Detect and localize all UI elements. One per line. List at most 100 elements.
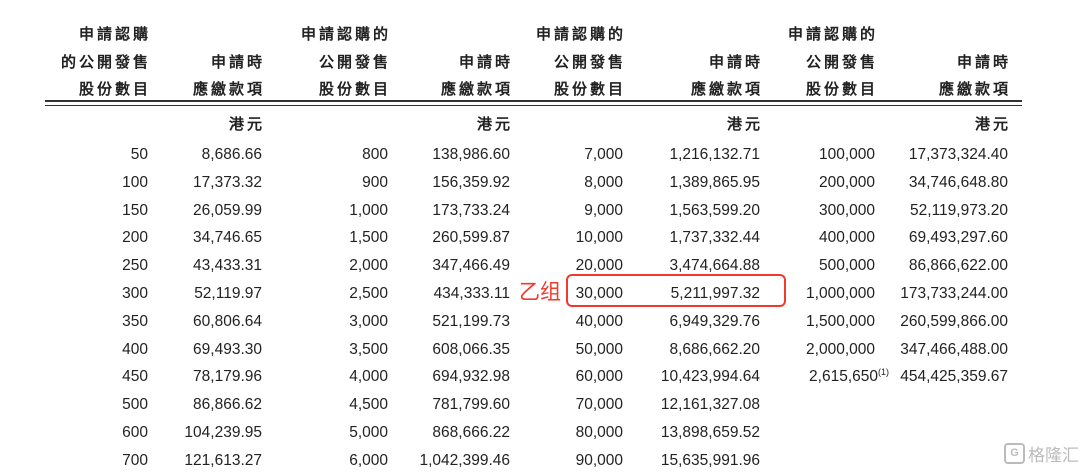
- amount-cell: 5,211,997.32: [670, 284, 760, 302]
- shares-cell: 300,000: [806, 197, 875, 225]
- shares-value: 3,000: [349, 312, 388, 330]
- amount-cell: 173,733.24: [432, 201, 510, 219]
- header-line: [441, 21, 513, 49]
- shares-value: 200,000: [818, 173, 875, 191]
- header-line: 應繳款項: [690, 81, 763, 98]
- header-line: 的公開發售: [60, 53, 151, 71]
- amount-header: 申請時 應繳款項: [691, 21, 763, 104]
- amount-cell: 69,493,297.60: [908, 229, 1008, 247]
- header-line: 申請認購的: [535, 26, 626, 43]
- amount-cell: 434,333.11: [433, 284, 510, 302]
- shares-value: 7,000: [584, 146, 623, 163]
- shares-cell: 6,000: [349, 447, 388, 475]
- shares-cell: 20,000: [576, 252, 623, 280]
- shares-value: 50,000: [575, 340, 623, 358]
- amount-cell: 52,119.97: [194, 284, 262, 302]
- shares-column: 800 900 1,000 1,500 2,000 2,500 3,000 3,500 4,00…: [349, 141, 388, 475]
- amount-cell: 34,746,648.80: [908, 173, 1008, 191]
- shares-value: 20,000: [575, 257, 623, 275]
- amount-cell: 10,423,994.64: [660, 368, 760, 386]
- shares-cell: 350: [122, 308, 148, 336]
- amount-cell: 260,599.87: [432, 229, 510, 247]
- shares-value: 400: [122, 340, 148, 358]
- shares-cell: 5,000: [349, 419, 388, 447]
- amount-column: 17,373,324.40 34,746,648.80 52,119,973.20 6…: [900, 141, 1008, 391]
- shares-value: 900: [362, 173, 388, 191]
- amount-cell: 8,686.66: [201, 146, 262, 163]
- amount-cell: 86,866,622.00: [908, 257, 1008, 275]
- shares-cell: 450: [122, 363, 148, 391]
- header-line: 股份數目: [318, 81, 391, 98]
- shares-cell: 150: [122, 197, 148, 225]
- amount-header: 申請時 應繳款項: [441, 21, 513, 104]
- shares-cell: 2,500: [349, 280, 388, 308]
- shares-value: 2,000: [349, 257, 388, 275]
- shares-cell: 90,000: [576, 447, 623, 475]
- shares-cell: 4,500: [349, 391, 388, 419]
- amount-cell: 17,373,324.40: [908, 146, 1008, 163]
- watermark-text: 格隆汇: [1028, 446, 1079, 465]
- header-double-rule: [45, 100, 1022, 106]
- shares-value: 2,500: [349, 284, 388, 302]
- header-line: 申請時: [210, 53, 265, 71]
- shares-value: 400,000: [818, 229, 875, 247]
- shares-value: 250: [122, 257, 148, 275]
- shares-cell: 40,000: [576, 308, 623, 336]
- amount-cell: 121,613.27: [184, 451, 262, 469]
- shares-cell: 3,500: [349, 336, 388, 364]
- shares-value: 90,000: [575, 451, 623, 469]
- shares-cell: 300: [122, 280, 148, 308]
- amount-cell: 52,119,973.20: [910, 201, 1008, 219]
- shares-cell: 250: [122, 252, 148, 280]
- shares-value: 1,500,000: [806, 312, 875, 330]
- shares-header: 申請認購的公開發售股份數目: [301, 21, 391, 104]
- amount-cell: 156,359.92: [432, 173, 510, 191]
- shares-cell: 8,000: [576, 169, 623, 197]
- shares-value: 9,000: [584, 201, 623, 219]
- footnote-marker: (1): [878, 367, 889, 378]
- amount-cell: 104,239.95: [184, 423, 262, 441]
- shares-value: 6,000: [349, 451, 388, 469]
- unit-label: 港元: [476, 116, 513, 133]
- header-line: 公開發售: [553, 53, 626, 71]
- shares-cell: 9,000: [576, 197, 623, 225]
- shares-value: 800: [362, 146, 388, 163]
- amount-cell: 454,425,359.67: [900, 368, 1008, 386]
- amount-cell: 1,563,599.20: [669, 201, 760, 219]
- amount-column: 138,986.60 156,359.92 173,733.24 260,599.87…: [419, 141, 510, 475]
- shares-value: 5,000: [349, 423, 388, 441]
- header-line: 應繳款項: [192, 81, 265, 98]
- amount-cell: 43,433.31: [193, 257, 262, 275]
- header-line: 申請時: [458, 53, 513, 71]
- amount-cell: 60,806.64: [193, 312, 262, 330]
- shares-column: 100,000 200,000 300,000 400,000 500,000 1,000…: [806, 141, 889, 391]
- shares-value: 4,500: [349, 396, 388, 414]
- shares-cell: 4,000: [349, 363, 388, 391]
- shares-cell: 100: [122, 169, 148, 197]
- shares-cell: 800: [349, 141, 388, 169]
- amount-header: 申請時 應繳款項: [939, 21, 1011, 104]
- annotation-label: 乙组: [519, 281, 561, 304]
- shares-value: 2,615,650: [809, 368, 878, 386]
- shares-value: 80,000: [575, 423, 623, 441]
- unit-label: 港元: [974, 116, 1011, 133]
- amount-cell: 86,866.62: [193, 396, 262, 414]
- watermark: G 格隆汇: [1004, 441, 1079, 466]
- shares-column: 7,000 8,000 9,000 10,000 20,000 30,000 40,000 5…: [576, 141, 623, 475]
- shares-value: 30,000: [575, 284, 623, 302]
- amount-cell: 1,389,865.95: [669, 173, 760, 191]
- shares-value: 1,500: [349, 229, 388, 247]
- shares-value: 300,000: [818, 201, 875, 219]
- shares-value: 4,000: [349, 368, 388, 386]
- shares-value: 100,000: [818, 146, 875, 163]
- shares-cell: 200,000: [806, 169, 875, 197]
- shares-cell: 2,615,650(1): [806, 363, 889, 391]
- header-line: 申請認購: [78, 26, 151, 43]
- amount-cell: 69,493.30: [193, 340, 262, 358]
- shares-cell: 500,000: [806, 252, 875, 280]
- amount-cell: 1,042,399.46: [419, 451, 510, 469]
- shares-value: 600: [122, 423, 148, 441]
- shares-cell: 30,000: [576, 280, 623, 308]
- amount-cell: 347,466.49: [432, 257, 510, 275]
- header-line: 公開發售: [805, 53, 878, 71]
